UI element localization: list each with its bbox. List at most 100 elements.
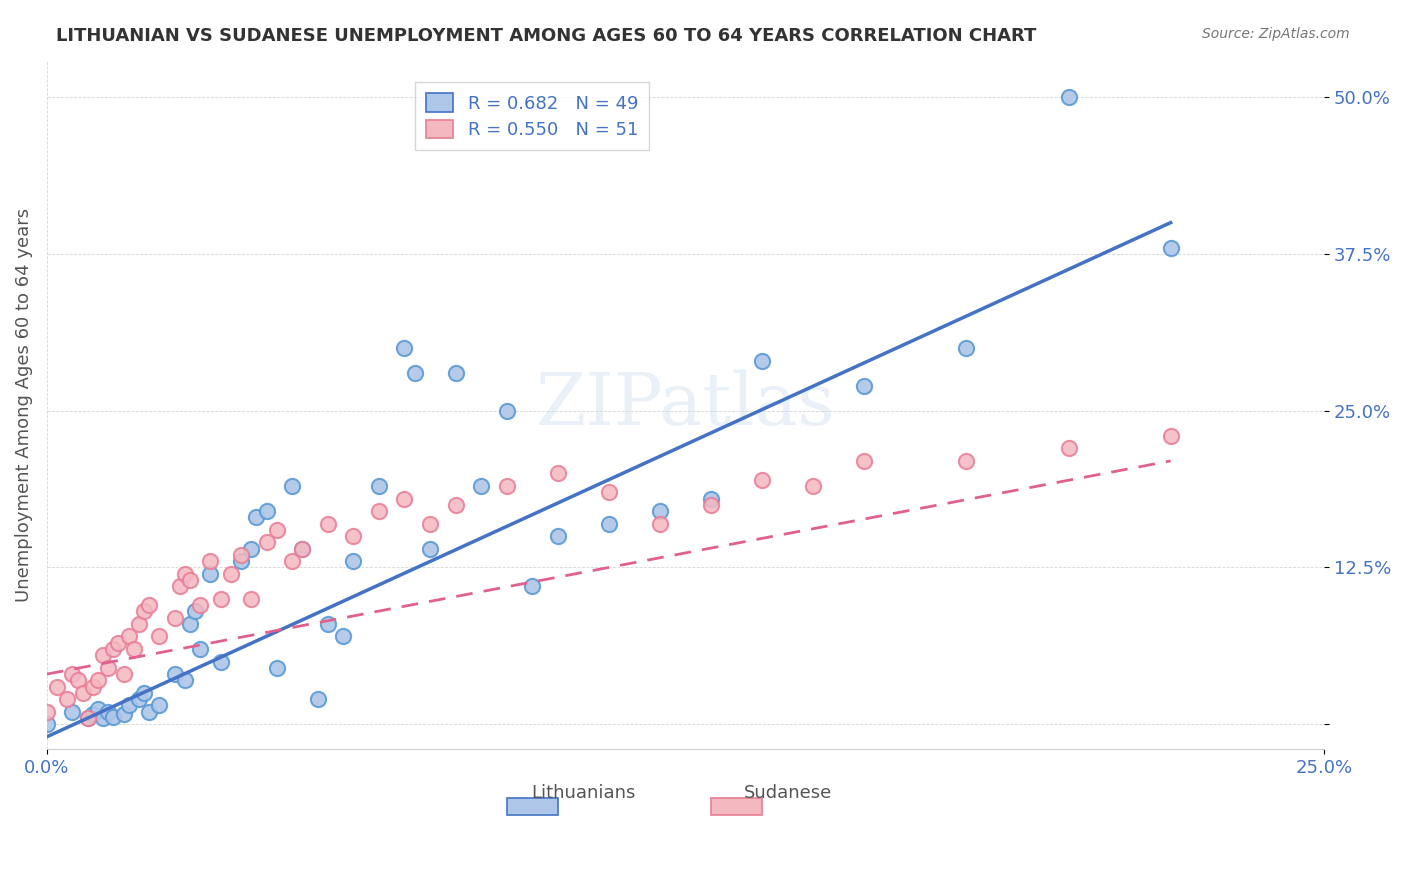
Point: [179, 573, 201, 587]
Point: [495, 479, 517, 493]
Point: [316, 616, 339, 631]
Text: ZIPatlas: ZIPatlas: [536, 369, 835, 440]
Point: [229, 554, 252, 568]
Point: [82, 707, 104, 722]
Point: [184, 604, 207, 618]
Point: [132, 604, 155, 618]
Text: Sudanese: Sudanese: [744, 783, 832, 802]
Point: [648, 516, 671, 531]
Point: [240, 541, 263, 556]
Point: [281, 479, 304, 493]
Point: [394, 341, 416, 355]
Point: [56, 692, 79, 706]
Point: [316, 516, 339, 531]
Point: [91, 648, 114, 663]
Text: LITHUANIAN VS SUDANESE UNEMPLOYMENT AMONG AGES 60 TO 64 YEARS CORRELATION CHART: LITHUANIAN VS SUDANESE UNEMPLOYMENT AMON…: [56, 27, 1036, 45]
Point: [404, 366, 426, 380]
Point: [219, 566, 242, 581]
Point: [117, 698, 139, 713]
Point: [169, 579, 191, 593]
Point: [700, 498, 723, 512]
Point: [444, 498, 467, 512]
Point: [419, 516, 441, 531]
Point: [188, 598, 211, 612]
Point: [97, 661, 120, 675]
Legend: R = 0.682   N = 49, R = 0.550   N = 51: R = 0.682 N = 49, R = 0.550 N = 51: [415, 82, 650, 150]
Point: [547, 467, 569, 481]
Point: [751, 473, 773, 487]
Point: [46, 680, 69, 694]
Point: [751, 353, 773, 368]
Point: [72, 686, 94, 700]
Point: [82, 680, 104, 694]
Point: [97, 705, 120, 719]
Point: [419, 541, 441, 556]
Point: [107, 636, 129, 650]
Point: [801, 479, 824, 493]
Point: [240, 591, 263, 606]
Point: [1057, 442, 1080, 456]
Point: [547, 529, 569, 543]
Y-axis label: Unemployment Among Ages 60 to 64 years: Unemployment Among Ages 60 to 64 years: [15, 208, 32, 601]
Point: [200, 566, 222, 581]
Point: [520, 579, 543, 593]
Point: [138, 705, 160, 719]
Point: [209, 655, 232, 669]
Point: [1057, 90, 1080, 104]
Point: [103, 709, 125, 723]
Point: [209, 591, 232, 606]
Point: [103, 642, 125, 657]
Text: Source: ZipAtlas.com: Source: ZipAtlas.com: [1202, 27, 1350, 41]
FancyBboxPatch shape: [506, 797, 558, 814]
Point: [1160, 429, 1182, 443]
Point: [173, 673, 195, 688]
Point: [128, 692, 150, 706]
Point: [62, 705, 84, 719]
FancyBboxPatch shape: [711, 797, 762, 814]
Point: [128, 616, 150, 631]
Point: [367, 504, 389, 518]
Point: [229, 548, 252, 562]
Point: [87, 673, 110, 688]
Point: [132, 686, 155, 700]
Point: [117, 630, 139, 644]
Point: [367, 479, 389, 493]
Point: [307, 692, 329, 706]
Point: [955, 341, 977, 355]
Point: [122, 642, 145, 657]
Point: [148, 698, 170, 713]
Point: [598, 485, 620, 500]
Point: [62, 667, 84, 681]
Point: [91, 711, 114, 725]
Point: [291, 541, 314, 556]
Point: [35, 717, 58, 731]
Point: [266, 661, 288, 675]
Point: [853, 454, 876, 468]
Point: [1160, 241, 1182, 255]
Point: [495, 403, 517, 417]
Point: [112, 667, 135, 681]
Point: [163, 610, 186, 624]
Point: [700, 491, 723, 506]
Point: [148, 630, 170, 644]
Point: [163, 667, 186, 681]
Point: [76, 711, 98, 725]
Point: [256, 504, 278, 518]
Point: [342, 554, 364, 568]
Point: [87, 702, 110, 716]
Point: [179, 616, 201, 631]
Point: [648, 504, 671, 518]
Point: [342, 529, 364, 543]
Point: [470, 479, 492, 493]
Point: [332, 630, 354, 644]
Point: [291, 541, 314, 556]
Point: [256, 535, 278, 549]
Point: [138, 598, 160, 612]
Point: [35, 705, 58, 719]
Point: [200, 554, 222, 568]
Point: [66, 673, 89, 688]
Point: [266, 523, 288, 537]
Point: [598, 516, 620, 531]
Point: [394, 491, 416, 506]
Point: [955, 454, 977, 468]
